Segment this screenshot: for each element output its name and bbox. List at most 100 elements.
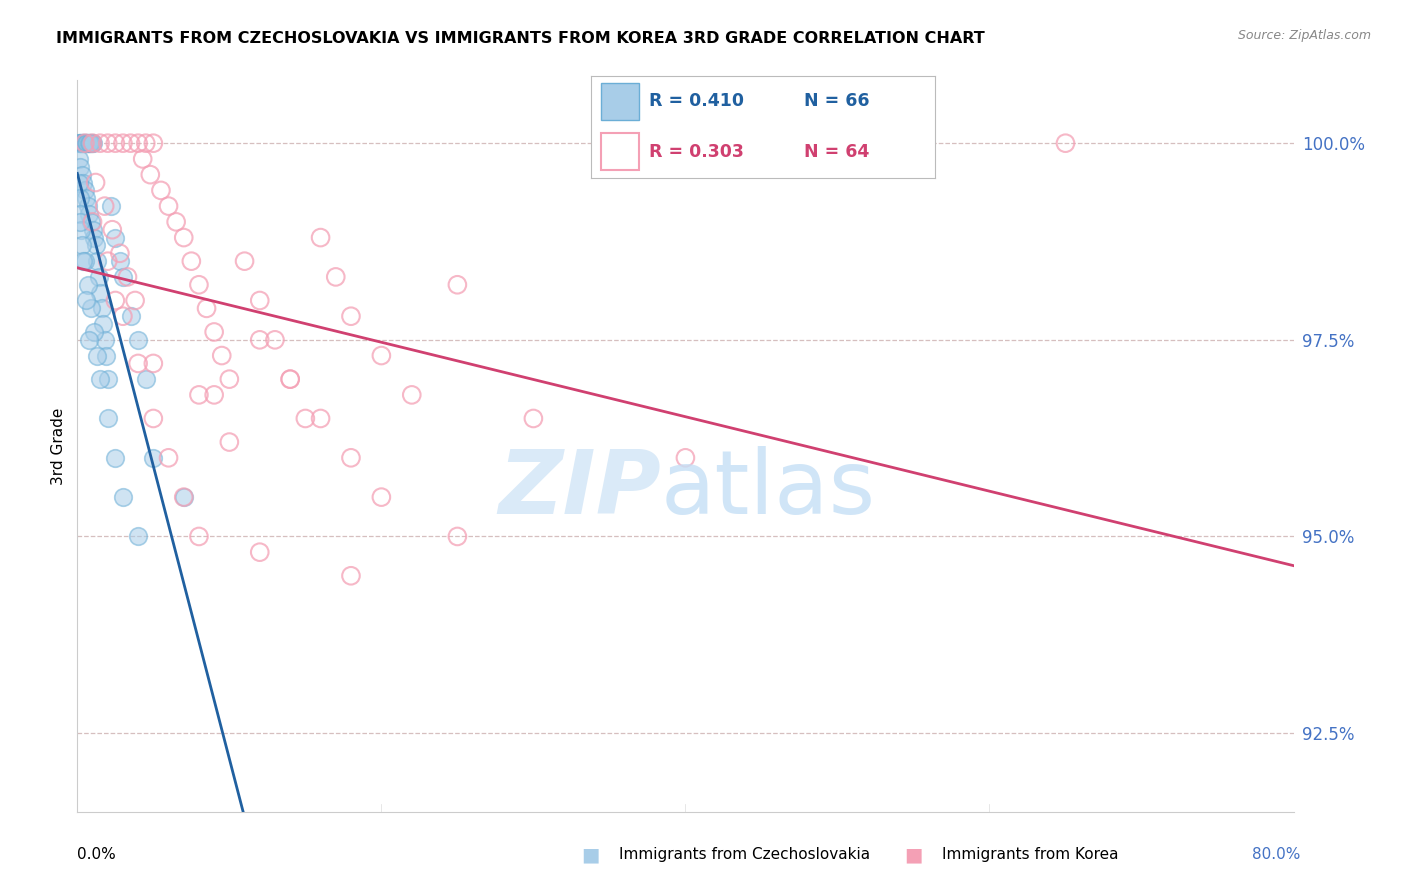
Point bbox=[131, 152, 153, 166]
Point bbox=[249, 333, 271, 347]
Point bbox=[73, 136, 96, 151]
Point bbox=[120, 310, 142, 324]
Point bbox=[70, 223, 93, 237]
Point bbox=[142, 356, 165, 370]
Point bbox=[104, 230, 127, 244]
Point bbox=[370, 490, 392, 504]
Text: ZIP: ZIP bbox=[498, 446, 661, 533]
Point bbox=[75, 136, 97, 151]
Point bbox=[325, 269, 347, 284]
Text: N = 64: N = 64 bbox=[804, 143, 869, 161]
Point bbox=[69, 136, 91, 151]
Point bbox=[75, 136, 97, 151]
Text: N = 66: N = 66 bbox=[804, 93, 869, 111]
Point bbox=[218, 435, 240, 450]
Point bbox=[77, 136, 100, 151]
Point bbox=[127, 529, 149, 543]
Point bbox=[86, 349, 108, 363]
Point bbox=[69, 191, 91, 205]
Point bbox=[72, 254, 94, 268]
Point bbox=[79, 333, 101, 347]
Point bbox=[80, 136, 103, 151]
Point bbox=[104, 450, 127, 465]
Point bbox=[70, 168, 93, 182]
Point bbox=[72, 176, 94, 190]
Point bbox=[111, 490, 134, 504]
Point bbox=[135, 372, 157, 386]
Point bbox=[97, 411, 120, 425]
Point bbox=[79, 136, 101, 151]
Point bbox=[195, 301, 218, 316]
Point bbox=[142, 411, 165, 425]
Y-axis label: 3rd Grade: 3rd Grade bbox=[51, 408, 66, 484]
Point bbox=[89, 285, 111, 300]
Point bbox=[86, 254, 108, 268]
Point bbox=[82, 223, 104, 237]
Text: 80.0%: 80.0% bbox=[1253, 847, 1301, 862]
Point bbox=[211, 349, 233, 363]
Point bbox=[370, 349, 392, 363]
Point bbox=[294, 411, 316, 425]
Point bbox=[108, 246, 131, 260]
Text: R = 0.303: R = 0.303 bbox=[650, 143, 744, 161]
Point bbox=[340, 450, 363, 465]
Text: Source: ZipAtlas.com: Source: ZipAtlas.com bbox=[1237, 29, 1371, 42]
Point bbox=[73, 136, 96, 151]
Text: ■: ■ bbox=[904, 845, 924, 864]
Point bbox=[82, 215, 104, 229]
Text: ■: ■ bbox=[581, 845, 600, 864]
Text: atlas: atlas bbox=[661, 446, 876, 533]
Point bbox=[79, 136, 101, 151]
Point bbox=[120, 136, 142, 151]
Point bbox=[117, 269, 139, 284]
Point bbox=[97, 136, 120, 151]
Point bbox=[173, 230, 195, 244]
Point bbox=[173, 490, 195, 504]
Point bbox=[75, 191, 97, 205]
Point bbox=[67, 152, 90, 166]
Point bbox=[83, 325, 105, 339]
Point bbox=[142, 136, 165, 151]
Point bbox=[101, 223, 124, 237]
Point bbox=[89, 136, 111, 151]
Point bbox=[96, 349, 118, 363]
Point bbox=[93, 199, 115, 213]
Point bbox=[82, 136, 104, 151]
Point bbox=[278, 372, 301, 386]
Point bbox=[100, 199, 122, 213]
Point bbox=[249, 293, 271, 308]
Bar bbox=[600, 83, 638, 120]
Point bbox=[77, 277, 100, 292]
Point bbox=[180, 254, 202, 268]
Point bbox=[104, 136, 127, 151]
Point bbox=[135, 136, 157, 151]
Text: Immigrants from Czechoslovakia: Immigrants from Czechoslovakia bbox=[619, 847, 870, 862]
Point bbox=[127, 136, 149, 151]
Point bbox=[340, 310, 363, 324]
Point bbox=[264, 333, 287, 347]
Text: IMMIGRANTS FROM CZECHOSLOVAKIA VS IMMIGRANTS FROM KOREA 3RD GRADE CORRELATION CH: IMMIGRANTS FROM CZECHOSLOVAKIA VS IMMIGR… bbox=[56, 31, 986, 46]
Point bbox=[69, 215, 91, 229]
Point bbox=[69, 136, 91, 151]
Point bbox=[173, 490, 195, 504]
Point bbox=[72, 136, 94, 151]
Point bbox=[90, 301, 112, 316]
Point bbox=[69, 160, 91, 174]
Point bbox=[124, 293, 146, 308]
Point bbox=[149, 183, 172, 197]
Bar bbox=[600, 133, 638, 170]
Point bbox=[73, 254, 96, 268]
Point bbox=[83, 230, 105, 244]
Point bbox=[142, 450, 165, 465]
Point bbox=[202, 388, 225, 402]
Point bbox=[80, 136, 103, 151]
Point bbox=[249, 545, 271, 559]
Point bbox=[446, 529, 468, 543]
Point bbox=[77, 136, 100, 151]
Point bbox=[80, 215, 103, 229]
Point bbox=[675, 450, 697, 465]
Point bbox=[111, 269, 134, 284]
Point bbox=[70, 238, 93, 252]
Point bbox=[157, 199, 180, 213]
Point bbox=[87, 269, 110, 284]
